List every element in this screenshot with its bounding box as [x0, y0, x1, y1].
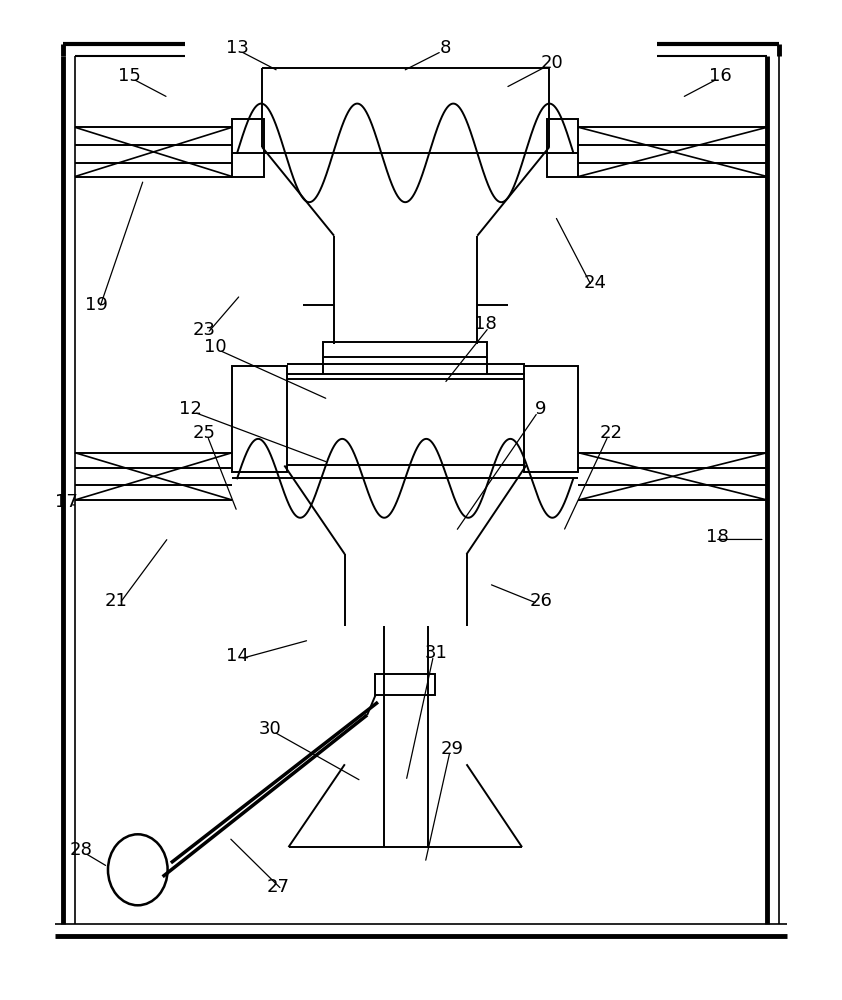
- Text: 28: 28: [70, 841, 93, 859]
- Text: 21: 21: [104, 592, 128, 610]
- Bar: [232, 366, 287, 472]
- Text: 17: 17: [55, 493, 78, 511]
- Text: 9: 9: [536, 400, 546, 418]
- Text: 26: 26: [530, 592, 552, 610]
- Text: 14: 14: [226, 647, 248, 665]
- Text: 25: 25: [193, 424, 216, 442]
- Text: 22: 22: [600, 424, 623, 442]
- Text: 27: 27: [267, 878, 290, 896]
- Text: 15: 15: [118, 67, 141, 85]
- Bar: [232, 119, 264, 177]
- Bar: [376, 674, 435, 695]
- Text: 13: 13: [226, 39, 248, 57]
- Bar: [285, 379, 526, 465]
- Bar: [323, 342, 488, 357]
- Text: 18: 18: [706, 528, 729, 546]
- Text: 12: 12: [179, 400, 202, 418]
- Text: 19: 19: [85, 296, 108, 314]
- Text: 18: 18: [474, 315, 497, 333]
- Text: 29: 29: [441, 740, 464, 758]
- Text: 23: 23: [193, 321, 216, 339]
- Text: 10: 10: [205, 338, 227, 356]
- Bar: [546, 119, 578, 177]
- Text: 8: 8: [440, 39, 451, 57]
- Text: 30: 30: [258, 720, 282, 738]
- Text: 31: 31: [424, 644, 447, 662]
- Text: 24: 24: [584, 274, 606, 292]
- Text: 16: 16: [710, 67, 733, 85]
- Bar: [524, 366, 578, 472]
- Text: 20: 20: [541, 54, 563, 72]
